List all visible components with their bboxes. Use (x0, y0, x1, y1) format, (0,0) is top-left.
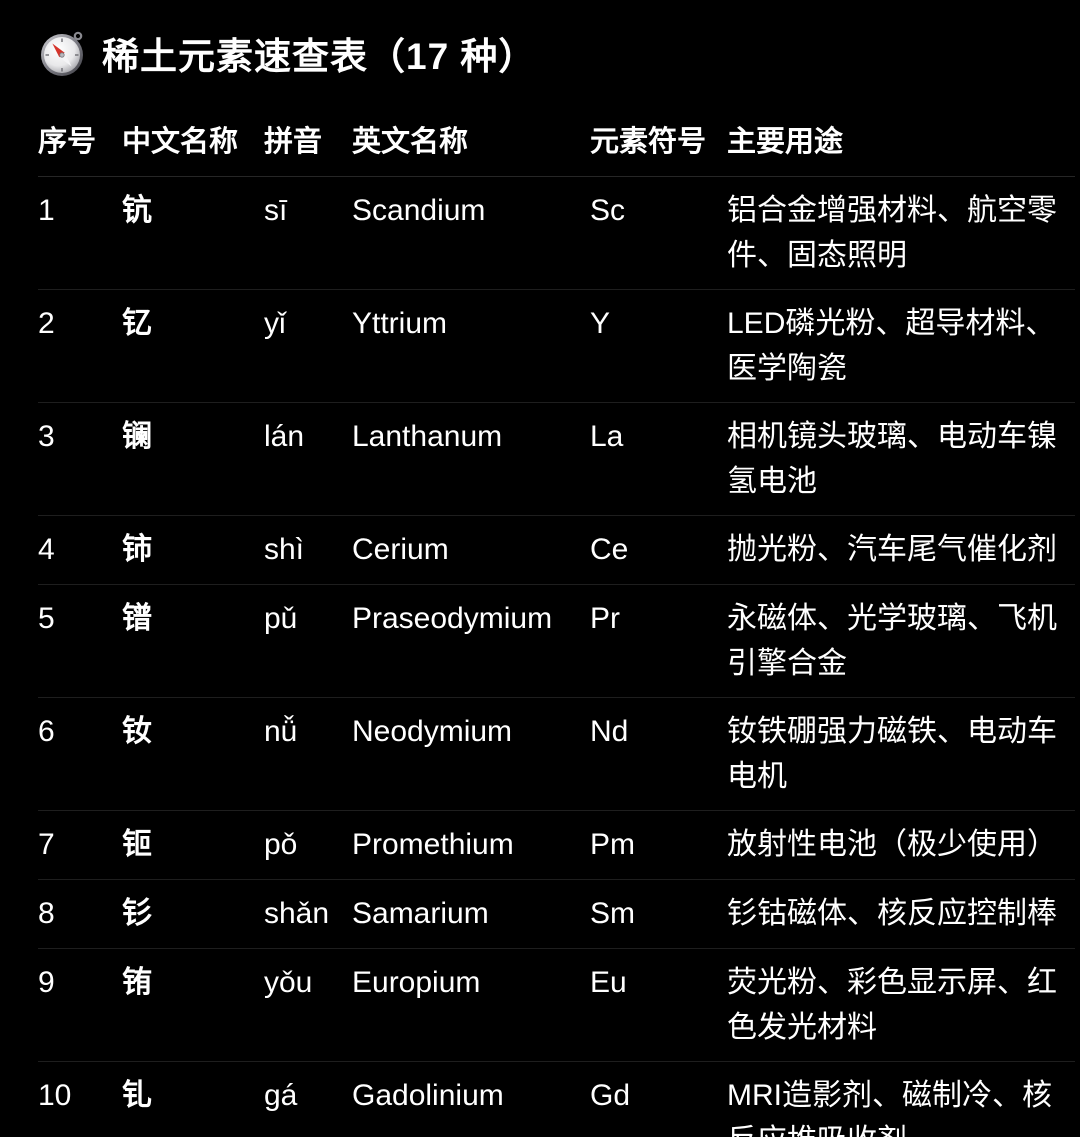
header-zh: 中文名称 (122, 126, 239, 158)
symbol-cell: Pm (590, 828, 635, 861)
pinyin-cell: sī (264, 194, 288, 227)
english-name-cell: Neodymium (352, 715, 513, 748)
english-name-cell: Scandium (352, 194, 486, 227)
table-row: 8 钐 shǎn Samarium Sm 钐钴磁体、核反应控制棒 (38, 880, 1075, 949)
chinese-name-cell: 钆 (122, 1079, 152, 1112)
table-row: 9 铕 yǒu Europium Eu 荧光粉、彩色显示屏、红色发光材料 (38, 949, 1075, 1062)
header-pinyin: 拼音 (264, 126, 323, 158)
uses-cell: 铝合金增强材料、航空零件、固态照明 (727, 194, 1057, 272)
table-header-row: 序号 中文名称 拼音 英文名称 元素符号 主要用途 (38, 108, 1075, 177)
row-number-cell: 4 (38, 533, 55, 566)
symbol-cell: Nd (590, 715, 629, 748)
row-number-cell: 6 (38, 715, 55, 748)
page-title: 稀土元素速查表（17 种） (102, 36, 537, 77)
row-number-cell: 3 (38, 420, 55, 453)
pinyin-cell: pǔ (264, 602, 298, 635)
chinese-name-cell: 镨 (122, 602, 152, 635)
header-symbol: 元素符号 (590, 126, 707, 158)
page-title-bar: 稀土元素速查表（17 种） (38, 24, 1080, 82)
pinyin-cell: pǒ (264, 828, 298, 861)
pinyin-cell: yǐ (264, 307, 286, 340)
chinese-name-cell: 钷 (122, 828, 152, 861)
row-number-cell: 10 (38, 1079, 72, 1112)
header-en: 英文名称 (352, 126, 469, 158)
symbol-cell: La (590, 420, 624, 453)
english-name-cell: Yttrium (352, 307, 448, 340)
pinyin-cell: nǚ (264, 715, 298, 748)
uses-cell: 钐钴磁体、核反应控制棒 (727, 897, 1057, 930)
chinese-name-cell: 铕 (122, 966, 152, 999)
table-row: 1 钪 sī Scandium Sc 铝合金增强材料、航空零件、固态照明 (38, 177, 1075, 290)
uses-cell: 放射性电池（极少使用） (727, 828, 1057, 861)
chinese-name-cell: 钪 (122, 194, 152, 227)
table-row: 4 铈 shì Cerium Ce 抛光粉、汽车尾气催化剂 (38, 516, 1075, 585)
pinyin-cell: shì (264, 533, 305, 566)
uses-cell: 钕铁硼强力磁铁、电动车电机 (727, 715, 1057, 793)
chinese-name-cell: 铈 (122, 533, 152, 566)
table-body: 1 钪 sī Scandium Sc 铝合金增强材料、航空零件、固态照明 2 钇… (38, 177, 1075, 1137)
uses-cell: MRI造影剂、磁制冷、核反应堆吸收剂 (727, 1079, 1052, 1137)
uses-cell: 抛光粉、汽车尾气催化剂 (727, 533, 1057, 566)
chinese-name-cell: 钐 (122, 897, 152, 930)
english-name-cell: Lanthanum (352, 420, 503, 453)
header-no: 序号 (38, 126, 97, 158)
pinyin-cell: shǎn (264, 897, 330, 930)
symbol-cell: Eu (590, 966, 627, 999)
row-number-cell: 1 (38, 194, 55, 227)
chinese-name-cell: 钕 (122, 715, 152, 748)
pinyin-cell: lán (264, 420, 305, 453)
uses-cell: 荧光粉、彩色显示屏、红色发光材料 (727, 966, 1057, 1044)
uses-cell: 永磁体、光学玻璃、飞机引擎合金 (727, 602, 1057, 680)
symbol-cell: Y (590, 307, 611, 340)
table-row: 7 钷 pǒ Promethium Pm 放射性电池（极少使用） (38, 811, 1075, 880)
row-number-cell: 9 (38, 966, 55, 999)
english-name-cell: Gadolinium (352, 1079, 504, 1112)
english-name-cell: Europium (352, 966, 481, 999)
table-row: 10 钆 gá Gadolinium Gd MRI造影剂、磁制冷、核反应堆吸收剂 (38, 1062, 1075, 1137)
table-row: 3 镧 lán Lanthanum La 相机镜头玻璃、电动车镍氢电池 (38, 403, 1075, 516)
english-name-cell: Cerium (352, 533, 449, 566)
uses-cell: 相机镜头玻璃、电动车镍氢电池 (727, 420, 1057, 498)
row-number-cell: 7 (38, 828, 55, 861)
table-row: 2 钇 yǐ Yttrium Y LED磷光粉、超导材料、医学陶瓷 (38, 290, 1075, 403)
english-name-cell: Promethium (352, 828, 514, 861)
chinese-name-cell: 钇 (122, 307, 152, 340)
row-number-cell: 8 (38, 897, 55, 930)
elements-table: 序号 中文名称 拼音 英文名称 元素符号 主要用途 1 钪 sī Scandiu… (38, 108, 1075, 1137)
symbol-cell: Ce (590, 533, 629, 566)
row-number-cell: 2 (38, 307, 55, 340)
english-name-cell: Praseodymium (352, 602, 553, 635)
row-number-cell: 5 (38, 602, 55, 635)
symbol-cell: Sm (590, 897, 635, 930)
header-uses: 主要用途 (727, 126, 844, 158)
chinese-name-cell: 镧 (122, 420, 152, 453)
compass-icon (41, 31, 83, 76)
uses-cell: LED磷光粉、超导材料、医学陶瓷 (727, 307, 1056, 385)
table-row: 5 镨 pǔ Praseodymium Pr 永磁体、光学玻璃、飞机引擎合金 (38, 585, 1075, 698)
symbol-cell: Sc (590, 194, 626, 227)
symbol-cell: Gd (590, 1079, 631, 1112)
symbol-cell: Pr (590, 602, 620, 635)
pinyin-cell: gá (264, 1079, 298, 1112)
english-name-cell: Samarium (352, 897, 489, 930)
table-row: 6 钕 nǚ Neodymium Nd 钕铁硼强力磁铁、电动车电机 (38, 698, 1075, 811)
pinyin-cell: yǒu (264, 966, 313, 999)
